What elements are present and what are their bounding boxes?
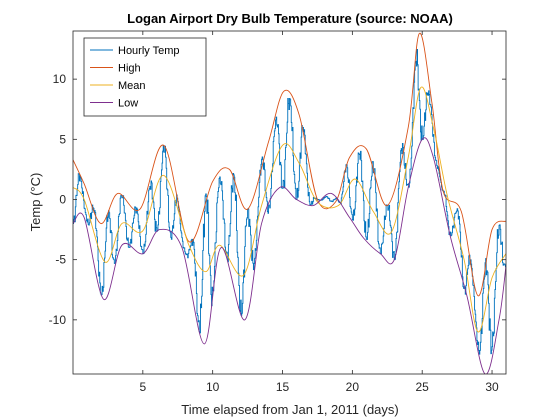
- legend-entry: Mean: [118, 80, 146, 92]
- legend-entry: High: [118, 63, 141, 75]
- x-tick-label: 30: [485, 380, 499, 394]
- series-line-low: [73, 137, 506, 374]
- chart-title: Logan Airport Dry Bulb Temperature (sour…: [127, 11, 453, 26]
- x-tick-label: 10: [206, 380, 220, 394]
- x-tick-label: 20: [346, 380, 360, 394]
- legend-entry: Hourly Temp: [118, 45, 180, 57]
- y-axis: -10 -5 0 5 10: [49, 72, 506, 327]
- x-axis-label: Time elapsed from Jan 1, 2011 (days): [181, 402, 399, 417]
- x-tick-label: 15: [276, 380, 290, 394]
- y-axis-label: Temp (°C): [28, 173, 43, 232]
- x-axis: 5 10 15 20 25 30: [139, 31, 499, 394]
- series-line-hourly-temp: [73, 48, 506, 355]
- y-tick-label: 5: [59, 132, 66, 146]
- y-tick-label: 0: [59, 192, 66, 206]
- y-tick-label: 10: [53, 72, 67, 86]
- x-tick-label: 5: [139, 380, 146, 394]
- series-line-high: [73, 32, 506, 297]
- series-layer: [73, 32, 506, 374]
- series-line-mean: [73, 86, 506, 333]
- x-tick-label: 25: [416, 380, 430, 394]
- plot-frame: [72, 30, 507, 375]
- y-tick-label: -5: [55, 253, 66, 267]
- legend-entry: Low: [118, 98, 138, 110]
- legend: Hourly Temp High Mean Low: [83, 37, 207, 117]
- y-tick-label: -10: [49, 313, 67, 327]
